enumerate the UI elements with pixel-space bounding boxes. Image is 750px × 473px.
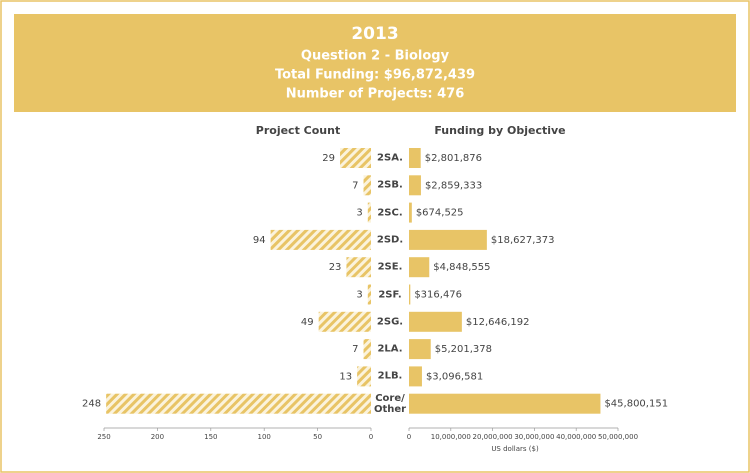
category-label: 2LB.	[377, 370, 403, 382]
value-label: $12,646,192	[466, 317, 530, 328]
bar	[409, 148, 421, 168]
bar	[409, 229, 487, 250]
bar	[106, 393, 372, 414]
bar	[409, 393, 601, 414]
value-label: 248	[82, 399, 101, 410]
x-tick-label: 50	[313, 433, 322, 441]
header-box	[14, 14, 736, 112]
value-label: $674,525	[416, 208, 464, 219]
x-tick-label: 100	[258, 433, 271, 441]
x-tick-label: 150	[204, 433, 217, 441]
x-tick-label: 250	[97, 433, 110, 441]
value-label: 7	[352, 344, 358, 355]
bar	[318, 311, 371, 332]
category-label: 2LA.	[377, 343, 403, 355]
category-label: 2SF.	[378, 289, 402, 300]
category-label: 2SD.	[376, 234, 404, 246]
value-label: $2,859,333	[425, 180, 482, 191]
bar	[346, 257, 371, 278]
x-tick-label: 30,000,000	[514, 433, 554, 441]
header-projects: Number of Projects: 476	[286, 87, 465, 102]
bar	[409, 202, 412, 223]
bar	[340, 148, 371, 168]
bar	[363, 339, 371, 360]
x-tick-label: 10,000,000	[431, 433, 471, 441]
bar	[357, 366, 371, 387]
header-funding: Total Funding: $96,872,439	[275, 68, 475, 83]
chart-title: Project Count	[256, 124, 340, 137]
x-tick-label: 0	[369, 433, 373, 441]
header-subtitle: Question 2 - Biology	[301, 49, 450, 64]
category-label: 2SA.	[377, 152, 403, 164]
category-label: 2SE.	[377, 261, 403, 273]
bar	[409, 339, 431, 360]
header-title: 2013	[351, 24, 398, 44]
x-tick-label: 20,000,000	[473, 433, 513, 441]
value-label: $45,800,151	[604, 399, 668, 410]
x-tick-label: 50,000,000	[598, 433, 638, 441]
bar	[409, 366, 422, 387]
value-label: 7	[352, 180, 358, 191]
x-tick-label: 0	[407, 433, 411, 441]
bar	[363, 175, 371, 196]
value-label: 29	[322, 153, 335, 164]
value-label: $3,096,581	[426, 371, 483, 382]
value-label: $2,801,876	[425, 153, 482, 164]
bar	[409, 311, 462, 332]
value-label: 3	[356, 208, 362, 219]
value-label: $4,848,555	[433, 262, 490, 273]
bar	[409, 175, 421, 196]
bar	[409, 284, 411, 305]
value-label: $316,476	[414, 290, 462, 301]
value-label: $18,627,373	[491, 235, 555, 246]
value-label: 49	[301, 317, 314, 328]
category-label: Core/ Other	[373, 392, 407, 415]
value-label: $5,201,378	[435, 344, 492, 355]
x-tick-label: 200	[151, 433, 164, 441]
bar	[367, 284, 371, 305]
x-axis-label: US dollars ($)	[491, 445, 539, 453]
x-tick-label: 40,000,000	[556, 433, 596, 441]
category-label: 2SG.	[376, 316, 404, 328]
chart-title: Funding by Objective	[434, 124, 565, 137]
bar	[409, 257, 430, 278]
value-label: 13	[339, 371, 352, 382]
bar	[270, 229, 371, 250]
category-label: 2SC.	[377, 207, 403, 219]
value-label: 3	[356, 290, 362, 301]
category-label: 2SB.	[377, 179, 403, 191]
bar	[367, 202, 371, 223]
value-label: 94	[253, 235, 266, 246]
value-label: 23	[329, 262, 342, 273]
